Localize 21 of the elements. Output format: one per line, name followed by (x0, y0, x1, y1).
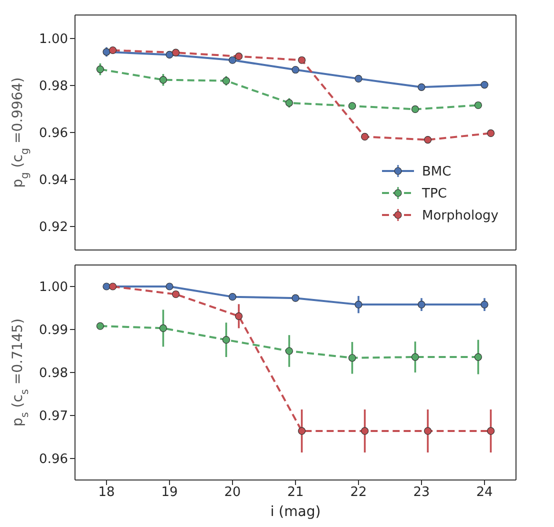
y-tick-label: 0.97 (39, 409, 68, 424)
x-axis-title: i (mag) (270, 504, 321, 520)
x-tick-label: 20 (224, 485, 241, 500)
x-tick-label: 24 (476, 485, 493, 500)
x-tick-label: 19 (161, 485, 178, 500)
y-tick-label: 0.96 (39, 452, 68, 468)
x-tick-label: 18 (98, 485, 115, 500)
legend-label: BMC (422, 164, 452, 180)
x-tick-label: 22 (350, 485, 367, 500)
x-tick-label: 21 (287, 485, 304, 500)
y-tick-label: 1.00 (39, 280, 68, 296)
legend-label: TPC (421, 186, 447, 202)
y-tick-label: 0.94 (39, 173, 68, 188)
y-tick-label: 1.00 (39, 32, 68, 48)
legend-label: Morphology (422, 208, 499, 224)
x-tick-label: 23 (413, 485, 430, 500)
y-tick-label: 0.96 (39, 126, 68, 142)
y-tick-label: 0.98 (39, 79, 68, 94)
y-tick-label: 0.98 (39, 366, 68, 382)
y-tick-label: 0.92 (39, 220, 68, 236)
y-tick-label: 0.99 (39, 323, 68, 338)
